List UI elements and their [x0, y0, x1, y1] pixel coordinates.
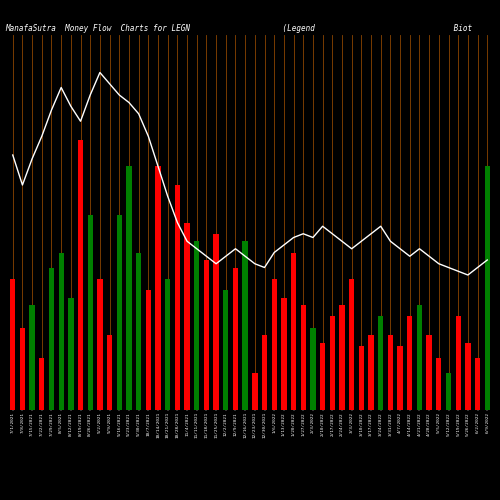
Bar	[68, 298, 73, 410]
Bar	[20, 328, 25, 410]
Bar	[156, 166, 160, 410]
Bar	[58, 252, 64, 410]
Bar	[262, 335, 267, 410]
Bar	[340, 305, 344, 410]
Bar	[233, 268, 238, 410]
Bar	[39, 358, 44, 410]
Bar	[97, 278, 102, 410]
Bar	[398, 346, 403, 410]
Bar	[320, 342, 326, 410]
Bar	[388, 335, 393, 410]
Bar	[446, 372, 451, 410]
Bar	[436, 358, 442, 410]
Bar	[426, 335, 432, 410]
Bar	[184, 222, 190, 410]
Bar	[30, 305, 35, 410]
Bar	[204, 260, 209, 410]
Bar	[214, 234, 219, 410]
Bar	[194, 242, 200, 410]
Bar	[116, 215, 122, 410]
Bar	[146, 290, 151, 410]
Bar	[223, 290, 228, 410]
Bar	[10, 278, 16, 410]
Bar	[456, 316, 461, 410]
Bar	[252, 372, 258, 410]
Bar	[136, 252, 141, 410]
Bar	[484, 166, 490, 410]
Text: ManafaSutra  Money Flow  Charts for LEGN                    (Legend             : ManafaSutra Money Flow Charts for LEGN (…	[5, 24, 472, 33]
Bar	[49, 268, 54, 410]
Bar	[349, 278, 354, 410]
Bar	[242, 242, 248, 410]
Bar	[126, 166, 132, 410]
Bar	[300, 305, 306, 410]
Bar	[291, 252, 296, 410]
Bar	[78, 140, 83, 410]
Bar	[174, 185, 180, 410]
Bar	[88, 215, 93, 410]
Bar	[465, 342, 470, 410]
Bar	[272, 278, 277, 410]
Bar	[378, 316, 384, 410]
Bar	[358, 346, 364, 410]
Bar	[281, 298, 286, 410]
Bar	[407, 316, 412, 410]
Bar	[165, 278, 170, 410]
Bar	[310, 328, 316, 410]
Bar	[417, 305, 422, 410]
Bar	[475, 358, 480, 410]
Bar	[107, 335, 112, 410]
Bar	[368, 335, 374, 410]
Bar	[330, 316, 335, 410]
